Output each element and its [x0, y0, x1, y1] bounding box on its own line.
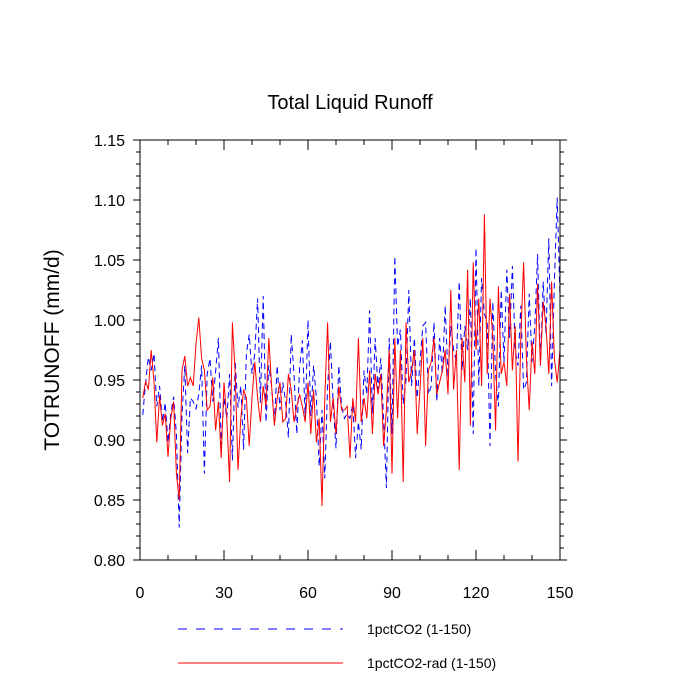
y-axis-label: TOTRUNOFF (mm/d) [41, 249, 64, 450]
series-line-1 [142, 197, 561, 528]
axis-ticks [133, 139, 567, 561]
legend-label-1: 1pctCO2 (1-150) [367, 621, 471, 637]
x-tick-label: 30 [215, 585, 233, 602]
plot-border [139, 139, 561, 561]
tick-labels: 0 30 60 90 120 150 0.80 0.85 0.90 0.95 1.00 1.05 1.1… [94, 133, 574, 602]
x-tick-label: 60 [299, 585, 317, 602]
x-tick-label: 90 [383, 585, 401, 602]
y-tick-label: 0.80 [94, 553, 125, 570]
y-tick-label: 0.90 [94, 433, 125, 450]
x-tick-label: 120 [463, 585, 490, 602]
plot-frame [139, 139, 561, 561]
legend-label-2: 1pctCO2-rad (1-150) [367, 655, 496, 671]
legend: 1pctCO2 (1-150) 1pctCO2-rad (1-150) [178, 621, 496, 671]
y-tick-label: 1.10 [94, 193, 125, 210]
y-tick-label: 1.15 [94, 133, 125, 150]
series-line-2 [142, 214, 561, 507]
chart-title: Total Liquid Runoff [267, 92, 433, 114]
y-tick-label: 0.85 [94, 493, 125, 510]
y-tick-label: 0.95 [94, 373, 125, 390]
x-tick-label: 0 [136, 585, 145, 602]
y-tick-label: 1.00 [94, 313, 125, 330]
x-tick-label: 150 [547, 585, 574, 602]
plot-series [142, 197, 561, 528]
y-tick-label: 1.05 [94, 253, 125, 270]
